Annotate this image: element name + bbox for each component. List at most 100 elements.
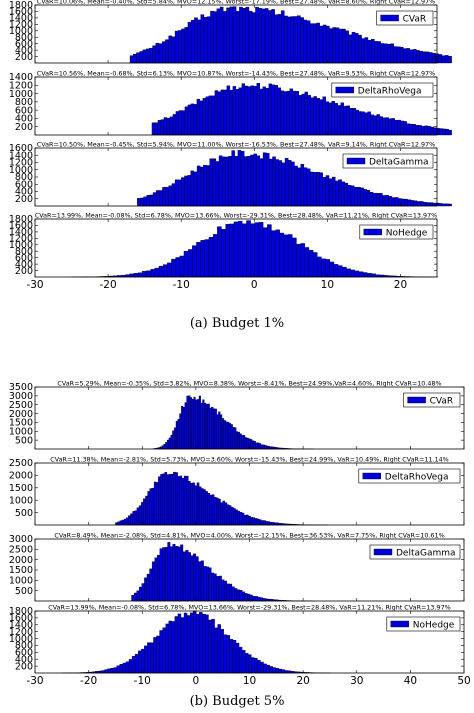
histogram-bar <box>170 434 173 450</box>
histogram-bar <box>254 222 260 278</box>
histogram-bar <box>358 271 364 278</box>
histogram-bar <box>199 612 203 674</box>
histogram-bar <box>429 202 433 207</box>
histogram-bar <box>167 262 172 278</box>
histogram-bar <box>159 190 163 207</box>
histogram-bar <box>301 93 305 136</box>
histogram-bar <box>317 256 322 278</box>
histogram-bar <box>228 505 232 526</box>
histogram-bar <box>292 90 296 136</box>
histogram-bar <box>149 488 153 526</box>
histogram-bar <box>218 498 221 526</box>
histogram-bar <box>428 52 433 64</box>
histogram-bar <box>223 634 227 674</box>
histogram-bar <box>432 202 437 207</box>
histogram-bar <box>216 8 221 64</box>
histogram-bar <box>146 195 151 207</box>
histogram-bar <box>171 258 176 278</box>
histogram-bar <box>237 150 242 207</box>
histogram-bar <box>240 150 245 207</box>
histogram-bar <box>253 86 258 136</box>
histogram-bar <box>278 160 283 207</box>
histogram-bar <box>409 49 414 64</box>
histogram-bar <box>122 662 127 674</box>
histogram-bar <box>259 88 264 136</box>
histogram-bar <box>156 482 159 526</box>
histogram-bar <box>329 261 335 278</box>
histogram-bar <box>367 273 372 278</box>
histogram-bar <box>214 408 217 450</box>
y-tick-label: 2500 <box>9 545 33 556</box>
histogram-bar <box>328 178 333 207</box>
histogram-bar <box>319 25 324 64</box>
y-tick-label: 1800 <box>9 0 33 11</box>
histogram-bar <box>153 481 157 526</box>
histogram-bar <box>433 127 437 136</box>
histogram-bar <box>226 7 230 64</box>
histogram-bar <box>328 102 332 136</box>
histogram-bar <box>284 15 288 64</box>
histogram-bar <box>198 486 202 526</box>
histogram-bar <box>245 6 250 64</box>
histogram-bar <box>201 488 204 526</box>
legend: CVaR <box>376 10 434 26</box>
histogram-bar <box>253 440 256 450</box>
histogram-bar <box>272 156 276 207</box>
caption-budget-1: (a) Budget 1% <box>189 316 285 331</box>
histogram-bar <box>166 439 170 450</box>
histogram-bar <box>203 566 207 602</box>
histogram-bar <box>227 421 230 450</box>
histogram-bar <box>383 43 388 64</box>
histogram-bar <box>243 435 246 450</box>
histogram-bar <box>178 30 182 64</box>
histogram-bars <box>115 471 328 526</box>
panel-stats-text: CVaR=11.38%, Mean=-2.81%, Std=5.73%, MVO… <box>50 456 448 464</box>
histogram-bar <box>202 399 205 450</box>
panel-stats-text: CVaR=10.50%, Mean=-0.45%, Std=5.94%, MVO… <box>37 141 435 149</box>
x-tick-label: 0 <box>251 279 258 291</box>
histogram-bar <box>292 237 297 278</box>
histogram-bar <box>141 502 144 526</box>
caption-budget-5: (b) Budget 5% <box>189 694 285 709</box>
histogram-bar <box>239 511 243 526</box>
histogram-bar <box>337 265 343 278</box>
histogram-bar <box>198 395 201 450</box>
histogram-bar <box>160 474 163 526</box>
histogram-bar <box>263 663 267 674</box>
histogram-bar <box>261 8 266 64</box>
histogram-bar <box>268 10 272 64</box>
histogram-bar <box>293 16 298 64</box>
histogram-bar <box>278 668 283 674</box>
histogram-bar <box>220 414 223 450</box>
histogram-bar <box>235 89 240 136</box>
histogram-bar <box>174 427 177 450</box>
histogram-bar <box>205 96 210 136</box>
histogram-bar <box>242 591 245 602</box>
histogram-bar <box>260 444 263 450</box>
histogram-bar <box>406 48 410 64</box>
histogram-bar <box>264 444 267 450</box>
histogram-bar <box>279 232 285 278</box>
y-tick-label: 600 <box>15 105 33 116</box>
y-tick-label: 800 <box>15 641 33 652</box>
histogram-bar <box>303 167 308 207</box>
histogram-bar <box>385 117 389 136</box>
histogram-bar <box>153 637 157 674</box>
histogram-bar <box>310 171 314 207</box>
histogram-bar <box>218 155 223 207</box>
legend-swatch <box>346 157 366 165</box>
histogram-bar <box>257 442 260 450</box>
histogram-bar <box>171 36 176 64</box>
histogram-bar <box>242 223 247 278</box>
histogram-bar <box>190 483 193 526</box>
histogram-bar <box>133 273 139 278</box>
histogram-bar <box>258 8 263 64</box>
histogram-bar <box>162 473 165 526</box>
legend: DeltaGamma <box>342 153 434 169</box>
y-tick-label: 1000 <box>9 26 33 37</box>
histogram-bar <box>129 55 134 64</box>
y-tick-label: 200 <box>15 661 33 672</box>
legend-box <box>331 82 434 98</box>
histogram-bar <box>266 445 269 450</box>
legend-label: NoHedge <box>386 229 428 239</box>
